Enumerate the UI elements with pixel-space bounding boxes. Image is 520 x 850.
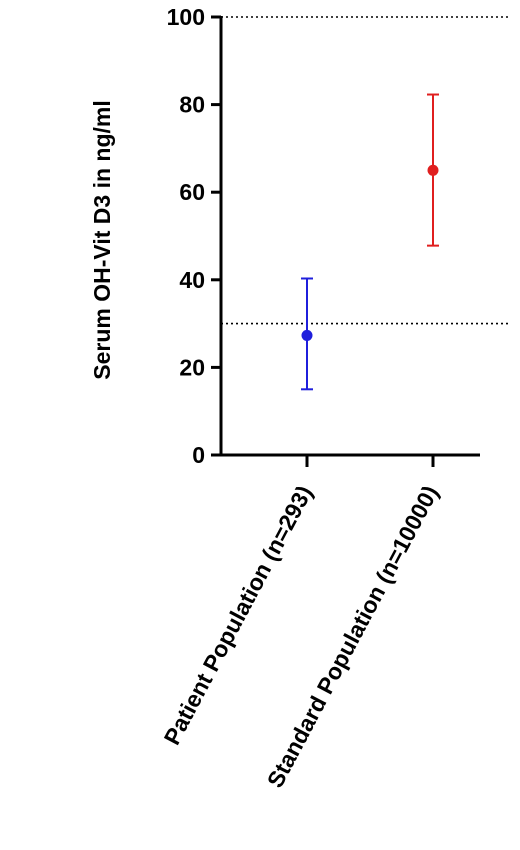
x-tick-label-0: Patient Population (n=293) bbox=[159, 481, 318, 749]
data-marks bbox=[301, 93, 439, 391]
y-axis-ticks: 0 20 40 60 80 100 bbox=[167, 4, 221, 468]
reference-lines bbox=[221, 16, 510, 325]
y-tick-label-3: 60 bbox=[179, 179, 205, 205]
data-point-group-0 bbox=[301, 277, 313, 391]
y-tick-label-1: 20 bbox=[179, 354, 205, 380]
y-axis-label: Serum OH-Vit D3 in ng/ml bbox=[89, 100, 115, 379]
data-point-1 bbox=[427, 164, 439, 176]
data-point-group-1 bbox=[427, 93, 439, 247]
x-axis-ticks: Patient Population (n=293)Standard Popul… bbox=[159, 455, 443, 792]
axes bbox=[219, 16, 480, 457]
y-tick-label-4: 80 bbox=[179, 92, 205, 118]
y-tick-label-5: 100 bbox=[167, 4, 205, 30]
y-tick-label-0: 0 bbox=[192, 442, 205, 468]
y-tick-label-2: 40 bbox=[179, 267, 205, 293]
data-point-0 bbox=[301, 329, 313, 341]
